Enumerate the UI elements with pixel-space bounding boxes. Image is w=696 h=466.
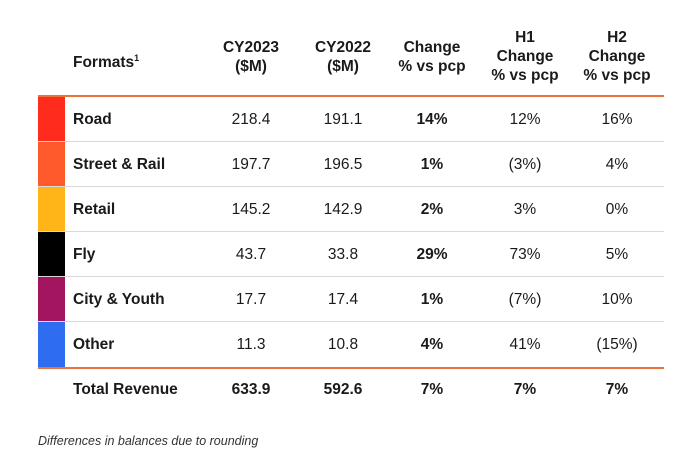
header-h2: H2 Change % vs pcp — [574, 28, 660, 85]
header-cy2023-line1: CY2023 — [222, 39, 279, 56]
cy2023-value: 43.7 — [235, 246, 267, 263]
header-cy2022-line1: CY2022 — [314, 39, 371, 56]
total-h2-change: 7% — [605, 381, 629, 398]
cy2023-value: 218.4 — [231, 111, 271, 128]
format-name: Fly — [73, 246, 96, 263]
row-divider — [38, 231, 664, 232]
header-cy2023: CY2023 ($M) — [208, 38, 294, 76]
table-row-street-rail: Street & Rail 197.7 196.5 1% (3%) 4% — [38, 142, 664, 187]
h2-change-value: 4% — [605, 156, 629, 173]
change-value: 4% — [420, 336, 444, 353]
header-formats: Formats1 — [73, 49, 139, 72]
header-h2-line2: Change — [588, 48, 646, 65]
format-name: Road — [73, 111, 112, 128]
header-h1-line2: Change — [496, 48, 554, 65]
row-divider — [38, 321, 664, 322]
h2-change-value: 5% — [605, 246, 629, 263]
total-cy2023: 633.9 — [231, 381, 271, 398]
cy2023-value: 11.3 — [236, 336, 266, 353]
header-formats-label: Formats — [73, 54, 135, 72]
total-h1-change: 7% — [513, 381, 537, 398]
header-h1: H1 Change % vs pcp — [482, 28, 568, 85]
footnote: Differences in balances due to rounding — [38, 434, 259, 448]
table-row-city-youth: City & Youth 17.7 17.4 1% (7%) 10% — [38, 277, 664, 322]
header-h1-line1: H1 — [515, 29, 535, 46]
header-change-line1: Change — [403, 39, 461, 56]
h1-change-value: 12% — [509, 111, 541, 128]
table-row-fly: Fly 43.7 33.8 29% 73% 5% — [38, 232, 664, 277]
h2-change-value: (15%) — [596, 336, 638, 353]
color-swatch — [38, 277, 65, 322]
total-row: Total Revenue 633.9 592.6 7% 7% 7% — [38, 369, 664, 411]
total-rule — [38, 367, 664, 369]
h2-change-value: 0% — [605, 201, 629, 218]
total-label: Total Revenue — [73, 381, 178, 398]
color-swatch — [38, 322, 65, 367]
header-formats-footnote: 1 — [134, 53, 140, 63]
change-value: 1% — [420, 156, 444, 173]
table-header: Formats1 CY2023 ($M) CY2022 ($M) Change … — [38, 0, 664, 96]
cy2022-value: 33.8 — [327, 246, 359, 263]
change-value: 14% — [416, 111, 448, 128]
cy2022-value: 142.9 — [323, 201, 363, 218]
table-row-road: Road 218.4 191.1 14% 12% 16% — [38, 97, 664, 142]
row-divider — [38, 186, 664, 187]
cy2023-value: 145.2 — [231, 201, 271, 218]
change-value: 1% — [420, 291, 444, 308]
change-value: 2% — [420, 201, 444, 218]
header-change-line2: % vs pcp — [398, 58, 466, 75]
color-swatch — [38, 142, 65, 187]
header-change: Change % vs pcp — [392, 38, 472, 76]
h1-change-value: (3%) — [508, 156, 542, 173]
total-change: 7% — [420, 381, 444, 398]
row-divider — [38, 276, 664, 277]
cy2023-value: 197.7 — [231, 156, 271, 173]
header-cy2022-line2: ($M) — [327, 58, 359, 75]
format-name: Retail — [73, 201, 116, 218]
cy2022-value: 10.8 — [327, 336, 359, 353]
cy2022-value: 196.5 — [323, 156, 363, 173]
h2-change-value: 16% — [601, 111, 633, 128]
change-value: 29% — [416, 246, 448, 263]
h1-change-value: (7%) — [508, 291, 542, 308]
row-divider — [38, 141, 664, 142]
h1-change-value: 73% — [509, 246, 541, 263]
h2-change-value: 10% — [601, 291, 633, 308]
total-cy2022: 592.6 — [323, 381, 363, 398]
header-cy2022: CY2022 ($M) — [300, 38, 386, 76]
cy2023-value: 17.7 — [235, 291, 267, 308]
format-name: Other — [73, 336, 115, 353]
h1-change-value: 41% — [509, 336, 541, 353]
header-h2-line1: H2 — [607, 29, 627, 46]
format-name: City & Youth — [73, 291, 165, 308]
header-cy2023-line2: ($M) — [235, 58, 267, 75]
color-swatch — [38, 97, 65, 142]
cy2022-value: 191.1 — [323, 111, 363, 128]
header-h2-line3: % vs pcp — [583, 67, 651, 84]
header-h1-line3: % vs pcp — [491, 67, 559, 84]
table-row-retail: Retail 145.2 142.9 2% 3% 0% — [38, 187, 664, 232]
cy2022-value: 17.4 — [327, 291, 359, 308]
format-name: Street & Rail — [73, 156, 166, 173]
table-row-other: Other 11.3 10.8 4% 41% (15%) — [38, 322, 664, 367]
color-swatch — [38, 232, 65, 277]
color-swatch — [38, 187, 65, 232]
header-rule — [38, 95, 664, 97]
h1-change-value: 3% — [513, 201, 537, 218]
